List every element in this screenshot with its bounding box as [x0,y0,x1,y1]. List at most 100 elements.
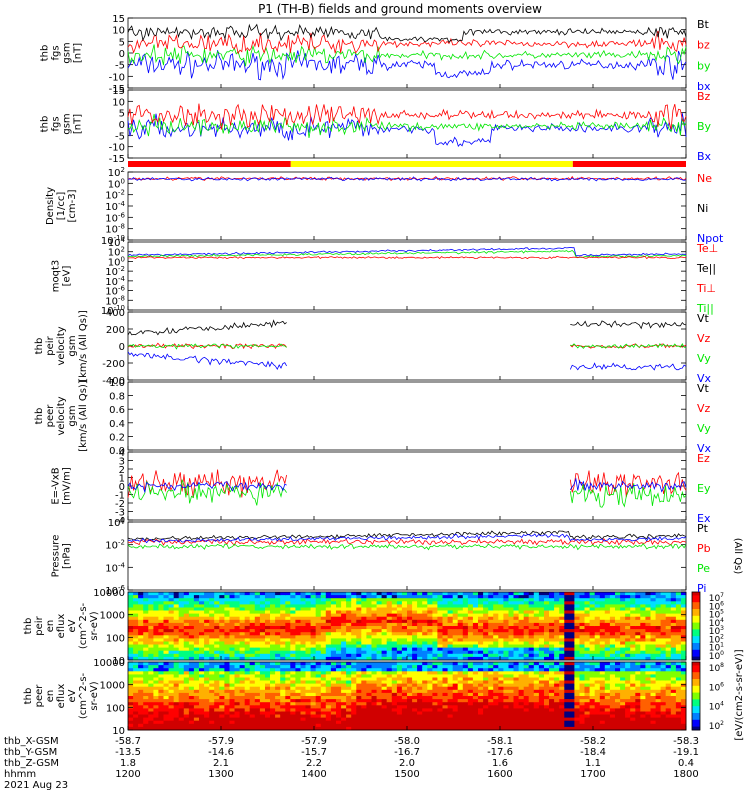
heatmap-cell [609,683,616,688]
heatmap-cell [599,674,606,678]
heatmap-cell [280,601,286,605]
heatmap-cell [412,641,418,646]
heatmap-cell [143,619,149,624]
heatmap-cell [452,668,459,672]
heatmap-cell [148,644,154,649]
heatmap-cell [325,650,332,655]
heatmap-cell [305,674,312,678]
heatmap-cell [351,632,357,636]
heatmap-cell [173,635,180,639]
heatmap-cell [163,629,170,633]
heatmap-cell [503,674,509,678]
heatmap-cell [366,653,372,658]
heatmap-cell [356,723,362,728]
heatmap-cell [381,699,388,703]
heatmap-cell [680,610,687,615]
heatmap-cell [437,717,443,722]
heatmap-cell [234,711,241,716]
heatmap-cell [330,656,337,661]
heatmap-cell [356,595,362,599]
heatmap-cell [483,686,489,691]
heatmap-cell [503,616,509,621]
heatmap-cell [508,662,515,666]
heatmap-cell [234,650,241,655]
heatmap-cell [128,604,134,608]
heatmap-cell [589,638,596,642]
mode-bar-segment [290,161,573,167]
heatmap-cell [640,720,646,725]
heatmap-cell [351,726,357,731]
heatmap-cell [341,677,347,682]
heatmap-cell [336,604,342,608]
heatmap-cell [310,616,317,621]
heatmap-cell [265,726,271,731]
heatmap-cell [234,629,241,633]
heatmap-cell [336,613,342,618]
heatmap-cell [549,622,555,627]
heatmap-cell [437,708,443,712]
heatmap-cell [442,708,449,712]
heatmap-cell [544,726,550,731]
heatmap-cell [442,668,449,672]
heatmap-cell [518,656,525,661]
heatmap-cell [138,686,144,691]
heatmap-cell [615,632,621,636]
heatmap-cell [330,726,337,731]
heatmap-cell [615,692,621,697]
heatmap-cell [412,692,418,697]
heatmap-cell [635,723,641,728]
heatmap-cell [483,616,489,621]
heatmap-cell [498,696,504,700]
heatmap-cell [173,638,180,642]
heatmap-cell [133,616,139,621]
heatmap-cell [325,647,332,652]
heatmap-cell [457,598,464,602]
heatmap-cell [244,726,251,731]
heatmap-cell [305,635,312,639]
heatmap-cell [437,610,443,615]
colorbar-cell [692,648,700,651]
heatmap-cell [650,717,657,722]
heatmap-cell [224,650,230,655]
heatmap-cell [259,717,266,722]
heatmap-cell [620,616,626,621]
heatmap-cell [153,702,159,706]
heatmap-cell [133,671,139,675]
heatmap-cell [599,616,606,621]
heatmap-cell [188,726,195,731]
heatmap-cell [290,705,296,709]
heatmap-cell [178,671,185,675]
heatmap-cell [518,723,525,728]
heatmap-cell [285,708,291,712]
heatmap-cell [432,604,438,608]
heatmap-cell [478,607,484,612]
heatmap-cell [660,653,667,658]
panel-efield [127,451,687,521]
heatmap-cell [239,592,246,596]
heatmap-cell [244,610,251,615]
heatmap-cell [386,708,393,712]
heatmap-cell [234,619,241,624]
heatmap-cell [625,601,631,605]
heatmap-cell [594,696,601,700]
heatmap-cell [386,616,393,621]
heatmap-cell [498,613,504,618]
heatmap-cell [604,692,611,697]
heatmap-cell [584,644,591,649]
heatmap-cell [625,702,631,706]
heatmap-cell [645,689,651,694]
heatmap-cell [244,622,251,627]
heatmap-cell [188,692,195,697]
heatmap-cell [204,595,210,599]
heatmap-cell [168,595,175,599]
heatmap-cell [295,689,301,694]
heatmap-cell [275,671,281,675]
heatmap-cell [163,720,170,725]
heatmap-cell [259,616,266,621]
heatmap-cell [640,686,646,691]
heatmap-cell [594,616,601,621]
heatmap-cell [670,610,677,615]
heatmap-cell [234,708,241,712]
heatmap-cell [427,677,433,682]
heatmap-cell [285,717,291,722]
